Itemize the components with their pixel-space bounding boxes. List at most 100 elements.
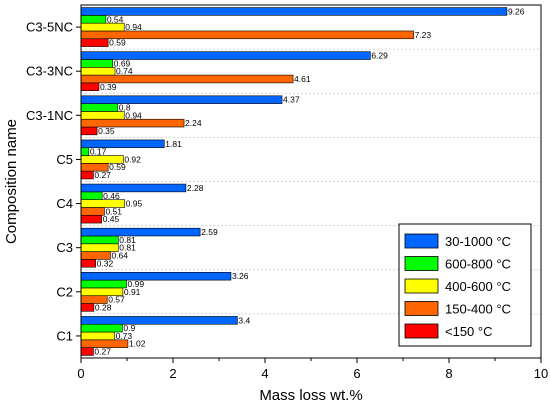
data-label: 3.4 bbox=[238, 315, 250, 325]
data-label: 0.95 bbox=[126, 199, 143, 209]
bar bbox=[80, 191, 103, 200]
data-label: 0.54 bbox=[107, 14, 124, 24]
x-axis-title: Mass loss wt.% bbox=[259, 387, 362, 404]
bars bbox=[80, 7, 508, 356]
legend: 30-1000 °C 600-800 °C 400-600 °C 150-400 °C… bbox=[398, 223, 532, 347]
bar bbox=[80, 303, 95, 312]
bar bbox=[80, 59, 114, 68]
data-label: 0.46 bbox=[103, 191, 120, 201]
data-label: 0.45 bbox=[103, 214, 120, 224]
bar bbox=[80, 126, 98, 136]
y-tick-label: C1 bbox=[56, 328, 73, 343]
bar bbox=[80, 30, 414, 40]
bar bbox=[80, 331, 115, 341]
y-tick-label: C3-5NC bbox=[26, 20, 73, 35]
bar bbox=[80, 95, 283, 104]
data-label: 0.39 bbox=[100, 82, 117, 92]
y-tick-label: C3 bbox=[56, 240, 73, 255]
bar bbox=[80, 22, 125, 32]
bar bbox=[80, 82, 100, 91]
data-label: 2.59 bbox=[201, 227, 218, 237]
data-label: 0.99 bbox=[128, 279, 145, 289]
y-tick-label: C2 bbox=[56, 284, 73, 299]
data-label: 2.24 bbox=[185, 118, 202, 128]
data-label: 0.92 bbox=[124, 154, 141, 164]
x-tick-label: 8 bbox=[445, 366, 452, 381]
data-label: 0.73 bbox=[116, 331, 133, 341]
y-axis-title: Composition name bbox=[3, 119, 20, 244]
data-label: 1.02 bbox=[129, 339, 146, 349]
bar bbox=[80, 118, 185, 128]
legend-label: 400-600 °C bbox=[445, 279, 511, 294]
data-label: 4.37 bbox=[283, 95, 300, 105]
data-label: 6.29 bbox=[371, 51, 388, 61]
data-label: 0.94 bbox=[125, 110, 142, 120]
bar bbox=[80, 259, 97, 268]
data-labels: 0.27 1.020.730.9 3.4 0.280.570.910.99 3.26 0.… bbox=[90, 6, 525, 356]
data-label: 0.17 bbox=[90, 147, 107, 157]
bar bbox=[80, 147, 90, 156]
y-tick-label: C3-3NC bbox=[26, 64, 73, 79]
gridlines bbox=[81, 48, 541, 315]
legend-label: <150 °C bbox=[445, 324, 492, 339]
data-label: 0.91 bbox=[124, 287, 141, 297]
legend-swatch bbox=[404, 233, 439, 249]
data-label: 0.51 bbox=[105, 206, 122, 216]
bar bbox=[80, 214, 103, 224]
y-tick-label: C3-1NC bbox=[26, 108, 73, 123]
bar bbox=[80, 15, 107, 24]
bar bbox=[80, 170, 94, 180]
legend-swatch bbox=[404, 323, 439, 339]
legend-swatch bbox=[404, 278, 439, 294]
bar bbox=[80, 207, 105, 216]
data-label: 3.26 bbox=[232, 271, 249, 281]
bar bbox=[80, 103, 119, 112]
data-label: 0.81 bbox=[119, 235, 136, 245]
data-label: 9.26 bbox=[508, 6, 525, 16]
bar bbox=[80, 279, 127, 289]
bar bbox=[80, 66, 116, 76]
axes: 0 2 4 6 8 10 C1 C2 C3 C4 C5 C3-1NC C3-3NC C3-5NC bbox=[26, 20, 548, 381]
bar bbox=[80, 235, 119, 245]
data-label: 0.9 bbox=[123, 323, 135, 333]
data-label: 0.94 bbox=[125, 22, 142, 32]
bar bbox=[80, 316, 238, 325]
x-tick-label: 6 bbox=[353, 366, 360, 381]
bar bbox=[80, 272, 232, 281]
x-tick-label: 10 bbox=[534, 366, 548, 381]
data-label: 0.28 bbox=[95, 302, 112, 312]
legend-label: 150-400 °C bbox=[445, 302, 511, 317]
x-tick-label: 2 bbox=[169, 366, 176, 381]
data-label: 0.27 bbox=[94, 347, 111, 357]
x-tick-label: 0 bbox=[77, 366, 84, 381]
data-label: 0.69 bbox=[114, 58, 131, 68]
data-label: 7.23 bbox=[415, 30, 432, 40]
data-label: 0.27 bbox=[94, 170, 111, 180]
data-label: 0.81 bbox=[119, 243, 136, 253]
data-label: 0.32 bbox=[97, 258, 114, 268]
y-tick-label: C4 bbox=[56, 196, 73, 211]
legend-swatch bbox=[404, 256, 439, 271]
bar bbox=[80, 347, 94, 356]
data-label: 1.81 bbox=[165, 139, 182, 149]
bar bbox=[80, 38, 109, 47]
bar bbox=[80, 7, 508, 16]
bar bbox=[80, 111, 125, 120]
x-tick-label: 4 bbox=[261, 366, 268, 381]
legend-label: 30-1000 °C bbox=[445, 234, 511, 249]
bar bbox=[80, 227, 201, 237]
data-label: 0.8 bbox=[119, 103, 131, 113]
legend-label: 600-800 °C bbox=[445, 257, 511, 272]
data-label: 0.74 bbox=[116, 66, 133, 76]
data-label: 0.59 bbox=[109, 162, 126, 172]
bar bbox=[80, 183, 187, 193]
legend-swatch bbox=[404, 301, 439, 316]
data-label: 2.28 bbox=[187, 183, 204, 193]
y-tick-label: C5 bbox=[56, 152, 73, 167]
data-label: 4.61 bbox=[294, 74, 311, 84]
data-label: 0.35 bbox=[98, 126, 115, 136]
data-label: 0.59 bbox=[109, 38, 126, 48]
data-label: 0.57 bbox=[108, 295, 125, 305]
